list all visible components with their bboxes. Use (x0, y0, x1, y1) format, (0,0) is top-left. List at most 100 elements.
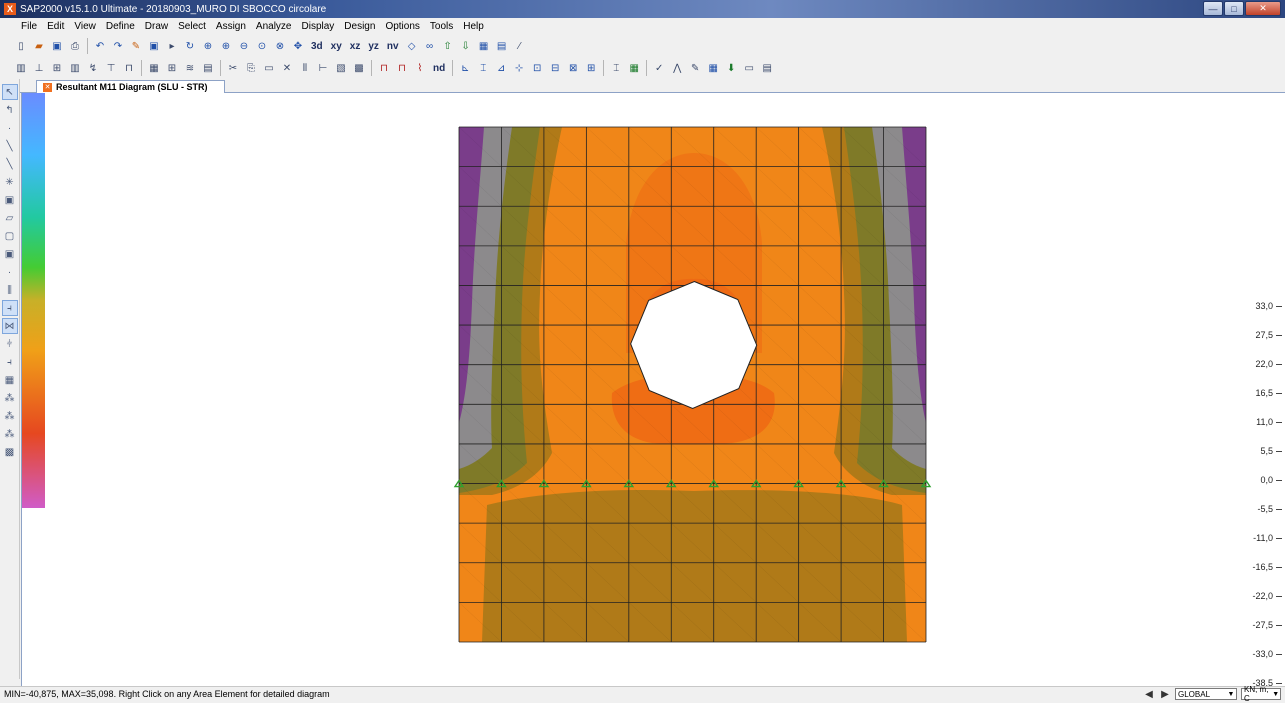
snap-intersection-icon[interactable]: ⫩ (6, 338, 13, 350)
menu-draw[interactable]: Draw (144, 21, 169, 32)
snap-grid-icon[interactable]: ▦ (4, 374, 15, 386)
draw-frame-icon[interactable]: ⊢ (318, 62, 328, 74)
run-icon[interactable]: ⬇ (727, 62, 736, 74)
move-up-icon[interactable]: ⇧ (443, 40, 452, 52)
draw-link-icon[interactable]: ⊓ (398, 62, 406, 74)
arrow-left-icon[interactable]: ◀ (1145, 688, 1153, 700)
clear-selection-icon[interactable]: ⁂ (4, 428, 15, 440)
show-deformed-icon[interactable]: ≋ (185, 62, 195, 74)
menu-design[interactable]: Design (344, 21, 376, 32)
design-check-icon[interactable]: ⊹ (515, 62, 524, 74)
arrow-right-icon[interactable]: ▶ (1161, 688, 1169, 700)
zoom-fit-icon[interactable]: ⊙ (257, 40, 267, 52)
show-forces-icon[interactable]: ▤ (203, 62, 213, 74)
pan-icon[interactable]: ✥ (293, 40, 303, 52)
snap-points-icon[interactable]: ⫞ (1, 300, 18, 316)
menu-analyze[interactable]: Analyze (255, 21, 292, 32)
view-xy-button[interactable]: xy (330, 40, 342, 52)
draw-quick-line-icon[interactable]: ╲ (6, 158, 13, 170)
draw-joint-icon[interactable]: · (7, 122, 12, 134)
close-icon[interactable]: ✕ (43, 82, 52, 92)
shrink-objects-icon[interactable]: ▦ (478, 40, 489, 52)
view-yz-button[interactable]: yz (368, 40, 379, 52)
delete-icon[interactable]: ✕ (282, 62, 292, 74)
view-options-icon[interactable]: ∞ (426, 40, 434, 52)
assign-section-icon[interactable]: ⊓ (125, 62, 133, 74)
menu-define[interactable]: Define (105, 21, 135, 32)
zoom-in-icon[interactable]: ⊕ (221, 40, 231, 52)
reshape-icon[interactable]: ↰ (5, 104, 14, 116)
zoom-previous-icon[interactable]: ⊗ (275, 40, 285, 52)
menu-options[interactable]: Options (385, 21, 420, 32)
redo-icon[interactable]: ↷ (113, 40, 123, 52)
assign-restraint-icon[interactable]: ⊥ (34, 62, 44, 74)
rotate-icon[interactable]: ↻ (185, 40, 195, 52)
clipboard-icon[interactable]: ▭ (744, 62, 754, 74)
print-icon[interactable]: ⎙ (71, 40, 79, 52)
model-canvas[interactable]: 33,0 27,5 22,0 16,5 11,0 5,5 0,0 -5,5 -1… (21, 93, 1285, 688)
move-down-icon[interactable]: ⇩ (461, 40, 470, 52)
lines-icon[interactable]: ⋀ (673, 62, 682, 74)
save-icon[interactable]: ▣ (52, 40, 62, 52)
assign-load-icon[interactable]: ↯ (88, 62, 98, 74)
menu-select[interactable]: Select (178, 21, 206, 32)
show-loads-icon[interactable]: ⊞ (167, 62, 177, 74)
set-display-icon[interactable]: ▩ (4, 446, 15, 458)
menu-tools[interactable]: Tools (429, 21, 454, 32)
edit-icon[interactable]: ✎ (691, 62, 700, 74)
pointer-icon[interactable]: ↖ (1, 84, 18, 100)
design-bridge-icon[interactable]: ⊠ (569, 62, 578, 74)
cut-icon[interactable]: ✂ (228, 62, 238, 74)
design-aluminum-icon[interactable]: ⊡ (533, 62, 542, 74)
undo-icon[interactable]: ↶ (95, 40, 105, 52)
replicate-icon[interactable]: ⦀ (302, 62, 308, 74)
coordinate-system-select[interactable]: GLOBAL ▼ (1175, 688, 1237, 700)
draw-solid-icon[interactable]: ▣ (4, 248, 15, 260)
view-3d-button[interactable]: 3d (311, 40, 323, 52)
draw-brace-icon[interactable]: ✳ (5, 176, 14, 188)
assign-frame-icon[interactable]: ⊞ (52, 62, 62, 74)
copy-icon[interactable]: ⎘ (247, 62, 255, 74)
menu-view[interactable]: View (74, 21, 96, 32)
menu-edit[interactable]: Edit (47, 21, 65, 32)
draw-tendon-icon[interactable]: ⌇ (417, 62, 423, 74)
zoom-window-icon[interactable]: ⊕ (203, 40, 213, 52)
design-cold-formed-icon[interactable]: ⊟ (551, 62, 560, 74)
lock-icon[interactable]: ▣ (149, 40, 159, 52)
select-previous-icon[interactable]: ⁂ (4, 410, 15, 422)
design-frame-icon[interactable]: ⊾ (461, 62, 470, 74)
check-icon[interactable]: ✓ (655, 62, 664, 74)
draw-rectangle-icon[interactable]: ⊓ (380, 62, 388, 74)
view-xz-button[interactable]: xz (349, 40, 361, 52)
menu-display[interactable]: Display (301, 21, 335, 32)
snap-icon[interactable]: ⫼ (7, 284, 12, 296)
design-steel-icon[interactable]: ⌶ (480, 62, 487, 74)
pencil-icon[interactable]: ✎ (131, 40, 141, 52)
contour-diagram[interactable] (22, 93, 1285, 686)
grid-view-icon[interactable]: ▦ (708, 62, 718, 74)
paste-icon[interactable]: ▭ (264, 62, 274, 74)
snap-perpendicular-icon[interactable]: ⫞ (7, 356, 12, 368)
nd-dropdown[interactable]: nd (433, 62, 446, 74)
open-folder-icon[interactable]: ▰ (35, 40, 43, 52)
assign-joint-icon[interactable]: ▥ (16, 62, 26, 74)
export-icon[interactable]: ▤ (762, 62, 772, 74)
draw-area-icon[interactable]: ▧ (336, 62, 346, 74)
tab-resultant-m11[interactable]: ✕ Resultant M11 Diagram (SLU - STR) (36, 80, 225, 93)
menu-assign[interactable]: Assign (215, 21, 246, 32)
display-options-icon[interactable]: ▤ (496, 40, 507, 52)
design-concrete-icon[interactable]: ⊿ (497, 62, 506, 74)
section-designer-icon[interactable]: ⌶ (613, 62, 620, 74)
draw-solid-icon[interactable]: ▩ (354, 62, 364, 74)
show-undeformed-icon[interactable]: ▦ (149, 62, 159, 74)
new-file-icon[interactable]: ▯ (18, 40, 24, 52)
show-tables-icon[interactable]: ▦ (629, 62, 639, 74)
units-select[interactable]: KN, m, C ▼ (1241, 685, 1281, 703)
assign-area-icon[interactable]: ▥ (70, 62, 80, 74)
design-summary-icon[interactable]: ⊞ (587, 62, 596, 74)
view-nv-button[interactable]: nv (386, 40, 399, 52)
select-all-icon[interactable]: ⁂ (4, 392, 15, 404)
perspective-icon[interactable]: ◇ (407, 40, 416, 52)
menu-help[interactable]: Help (463, 21, 484, 32)
more-tools-icon[interactable]: · (7, 266, 12, 278)
